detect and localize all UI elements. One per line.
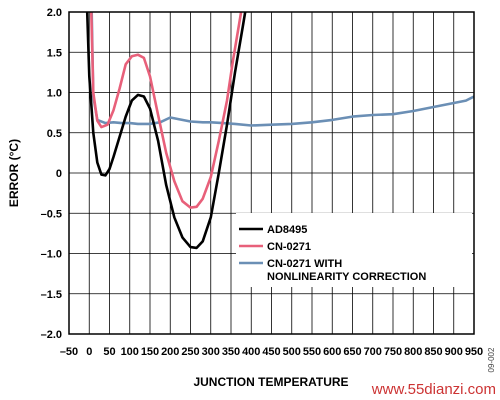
x-tick-label: 100 (121, 346, 139, 358)
watermark: www.55dianzi.com (371, 381, 496, 398)
x-tick-label: 50 (103, 346, 115, 358)
legend-label-ad8495: AD8495 (267, 224, 307, 236)
x-tick-label: 500 (283, 346, 301, 358)
x-tick-label: 900 (445, 346, 463, 358)
x-tick-label: 0 (86, 346, 92, 358)
y-tick-label: –1.5 (41, 289, 62, 301)
legend-label-cn0271-corrected-line2: NONLINEARITY CORRECTION (267, 271, 426, 283)
curves (85, 12, 474, 250)
legend-background (236, 213, 472, 287)
x-tick-label: 450 (262, 346, 280, 358)
x-tick-label: 350 (222, 346, 240, 358)
legend-label-cn0271: CN-0271 (267, 241, 311, 253)
y-tick-label: –2.0 (41, 329, 62, 341)
x-tick-label: 600 (323, 346, 341, 358)
series-cn0271 (90, 12, 243, 209)
series-cn0271-corrected (90, 12, 474, 127)
x-axis-title: JUNCTION TEMPERATURE (193, 375, 348, 389)
legend-label-cn0271-corrected-line1: CN-0271 WITH (267, 258, 342, 270)
y-tick-label: –0.5 (41, 208, 62, 220)
x-tick-label: 200 (161, 346, 179, 358)
y-tick-label: –1.0 (41, 249, 62, 261)
x-tick-label: –50 (60, 346, 78, 358)
y-tick-label: 0 (56, 168, 62, 180)
x-tick-label: 550 (303, 346, 321, 358)
x-tick-label: 800 (404, 346, 422, 358)
y-tick-labels: –2.0 –1.5 –1.0 –0.5 0 0.5 1.0 1.5 2.0 (41, 7, 62, 341)
legend: AD8495 CN-0271 CN-0271 WITH NONLINEARITY… (239, 224, 426, 283)
legend-label-cn0271-corrected: CN-0271 WITH NONLINEARITY CORRECTION (267, 258, 426, 283)
plot-frame (68, 11, 475, 335)
y-axis-title: ERROR (°C) (7, 139, 21, 207)
x-tick-label: 250 (181, 346, 199, 358)
x-tick-labels: –50 0 50 100 150 200 250 300 350 400 450 500 550 600 6… (60, 346, 483, 358)
series-ad8495 (85, 12, 247, 250)
x-tick-label: 300 (202, 346, 220, 358)
x-tick-label: 150 (141, 346, 159, 358)
x-tick-label: 750 (384, 346, 402, 358)
y-tick-label: 2.0 (47, 7, 62, 19)
x-tick-label: 400 (242, 346, 260, 358)
y-tick-label: 1.5 (47, 47, 62, 59)
y-tick-label: 0.5 (47, 128, 62, 140)
x-tick-label: 950 (465, 346, 483, 358)
figure-id: 09-002 (487, 347, 496, 372)
x-tick-label: 700 (364, 346, 382, 358)
x-tick-label: 850 (424, 346, 442, 358)
x-tick-label: 650 (343, 346, 361, 358)
y-tick-label: 1.0 (47, 88, 62, 100)
